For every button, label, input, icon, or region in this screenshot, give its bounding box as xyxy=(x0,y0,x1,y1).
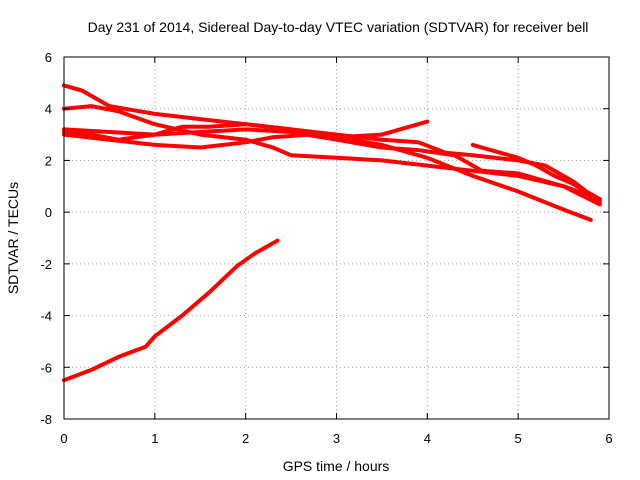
x-tick-label: 0 xyxy=(60,431,67,446)
series-line-track-g xyxy=(62,238,280,383)
y-tick-label: -8 xyxy=(40,412,52,427)
y-tick-label: 0 xyxy=(45,205,52,220)
y-axis-label: SDTVAR / TECUs xyxy=(5,182,21,294)
x-tick-label: 1 xyxy=(151,431,158,446)
series-line-track-d xyxy=(62,127,602,202)
grid xyxy=(64,57,609,419)
y-tick-label: 2 xyxy=(45,153,52,168)
series-line-track-f xyxy=(470,142,602,202)
y-tick-label: 4 xyxy=(45,102,52,117)
x-tick-label: 5 xyxy=(515,431,522,446)
series-line-track-b xyxy=(62,104,602,207)
axis-ticks xyxy=(63,56,610,420)
y-tick-label: -4 xyxy=(40,309,52,324)
y-tick-label: -2 xyxy=(40,257,52,272)
x-tick-label: 4 xyxy=(424,431,431,446)
x-axis-label: GPS time / hours xyxy=(283,458,390,474)
x-tick-label: 3 xyxy=(333,431,340,446)
y-tick-label: -6 xyxy=(40,360,52,375)
tick-labels: 0 1 2 3 4 5 6 -8 -6 -4 -2 0 2 4 6 xyxy=(40,50,612,446)
x-tick-label: 2 xyxy=(242,431,249,446)
y-tick-label: 6 xyxy=(45,50,52,65)
series-group xyxy=(62,83,602,383)
chart-title: Day 231 of 2014, Sidereal Day-to-day VTE… xyxy=(88,19,589,35)
series-line-track-a xyxy=(62,83,593,222)
x-tick-label: 6 xyxy=(605,431,612,446)
